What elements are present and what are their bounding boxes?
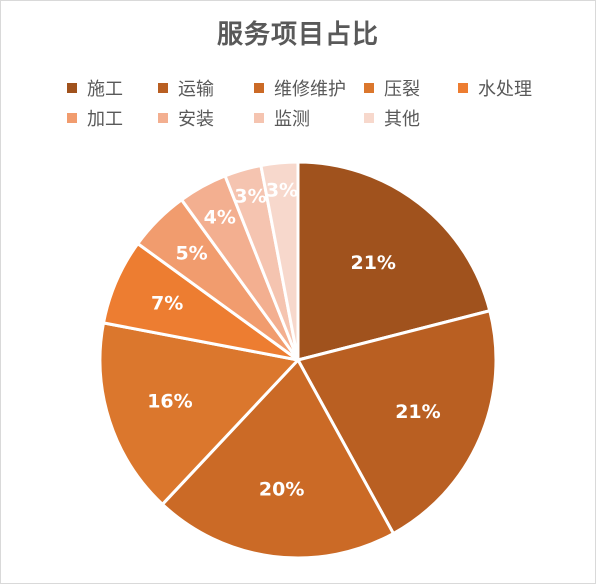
legend-swatch	[67, 83, 77, 93]
legend-swatch	[458, 83, 468, 93]
legend-swatch	[158, 83, 168, 93]
legend-label: 安装	[178, 109, 214, 130]
legend-item: 其他	[364, 106, 420, 130]
legend-swatch	[364, 113, 374, 123]
legend-label: 维修维护	[274, 79, 346, 100]
data-label: 21%	[350, 252, 395, 274]
legend-label: 加工	[87, 109, 123, 130]
legend-item: 施工	[67, 76, 123, 100]
legend-item: 运输	[158, 76, 214, 100]
legend-item: 压裂	[364, 76, 420, 100]
pie-slice	[296, 160, 492, 362]
pie-slices	[98, 160, 498, 560]
data-label: 3%	[234, 185, 266, 207]
pie-slice	[259, 160, 300, 361]
legend-item: 监测	[254, 106, 310, 130]
pie-slice	[295, 308, 498, 536]
legend-label: 监测	[274, 109, 310, 130]
chart-title: 服务项目占比	[216, 20, 379, 50]
data-label: 7%	[151, 292, 183, 314]
legend-item: 安装	[158, 106, 214, 130]
pie-data-labels: 21%21%20%16%7%5%4%3% 3%	[147, 179, 440, 500]
data-label: 16%	[147, 391, 192, 413]
pie-slice	[160, 357, 396, 560]
data-label: 3%	[266, 179, 298, 201]
legend-label: 水处理	[478, 79, 532, 100]
chart-legend: 施工 运输 维修维护 压裂 水处理 加工 安装 监测 其他	[0, 0, 596, 140]
pie-slice	[98, 321, 301, 507]
legend-label: 其他	[384, 109, 420, 130]
legend-item: 维修维护	[254, 76, 346, 100]
legend-label: 施工	[87, 79, 123, 100]
legend-item: 加工	[67, 106, 123, 130]
legend-swatch	[254, 113, 264, 123]
legend-swatch	[254, 83, 264, 93]
legend-swatch	[158, 113, 168, 123]
data-label: 5%	[175, 243, 207, 265]
data-label: 20%	[259, 479, 304, 501]
legend-label: 压裂	[384, 79, 420, 100]
data-label: 4%	[204, 207, 236, 229]
data-label: 21%	[395, 401, 440, 423]
legend-swatch	[67, 113, 77, 123]
legend-item: 水处理	[458, 76, 532, 100]
legend-swatch	[364, 83, 374, 93]
legend-label: 运输	[178, 79, 214, 100]
